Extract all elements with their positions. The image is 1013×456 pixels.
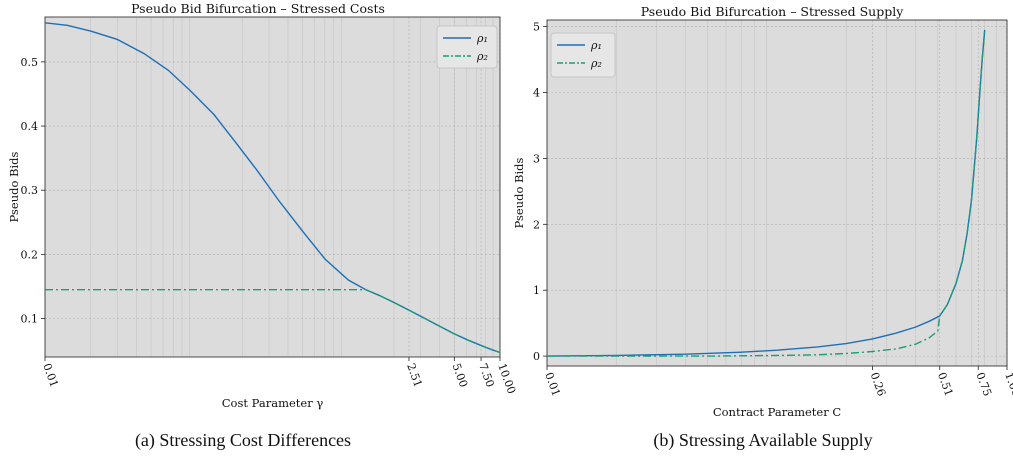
plot-area <box>547 20 1007 366</box>
legend-box <box>436 25 498 69</box>
legend-label: ρ₁ <box>590 39 602 52</box>
plot-frame <box>546 19 1008 367</box>
x-tick-label: 2.51 <box>404 362 425 389</box>
plot-area <box>45 17 500 357</box>
chart-title: Pseudo Bid Bifurcation – Stressed Supply <box>641 4 904 19</box>
y-tick-label: 0.1 <box>21 313 39 326</box>
legend-box <box>550 32 616 78</box>
chart-stressed-supply: 0 1 2 3 4 5 0.01 0.26 0.51 0.75 1.00 ρ₁ ρ₂ Pseudo Bid… <box>512 4 1013 451</box>
x-axis-label: Cost Parameter γ <box>222 396 324 410</box>
y-tick-label: 0.5 <box>21 56 39 69</box>
x-tick-label: 5.00 <box>450 362 471 389</box>
minor-grid <box>90 17 494 357</box>
y-tick-label: 1 <box>533 284 540 297</box>
series-line-rho2 <box>45 288 501 354</box>
y-axis-label: Pseudo Bids <box>512 157 526 228</box>
legend-label: ρ₂ <box>590 57 602 70</box>
x-axis-label: Contract Parameter C <box>713 405 842 419</box>
y-tick-label: 0 <box>533 350 540 363</box>
figure-caption: (b) Stressing Available Supply <box>653 430 872 451</box>
chart-title: Pseudo Bid Bifurcation – Stressed Costs <box>131 1 385 16</box>
x-tick-label: 1.00 <box>1002 371 1013 398</box>
x-tick-label: 10.00 <box>495 362 518 396</box>
legend: ρ₁ ρ₂ <box>550 32 616 78</box>
plot-frame <box>44 16 501 358</box>
legend-label: ρ₁ <box>476 32 488 45</box>
legend-label: ρ₂ <box>476 50 488 63</box>
x-tick-label: 0.01 <box>542 371 563 398</box>
legend: ρ₁ ρ₂ <box>436 25 498 69</box>
y-tick-label: 0.3 <box>21 184 39 197</box>
y-tick-label: 5 <box>533 21 540 34</box>
minor-grid <box>615 20 997 366</box>
y-axis-label: Pseudo Bids <box>7 151 21 222</box>
x-tick-label: 0.75 <box>973 371 994 398</box>
y-tick-label: 3 <box>533 152 540 165</box>
x-tick-label: 0.26 <box>868 371 889 398</box>
x-tick-label: 0.51 <box>935 371 956 398</box>
figure-caption: (a) Stressing Cost Differences <box>135 430 351 451</box>
y-tick-label: 0.2 <box>21 248 39 261</box>
x-tick-label: 0.01 <box>40 362 61 389</box>
y-tick-label: 0.4 <box>21 120 39 133</box>
y-tick-label: 4 <box>533 86 540 99</box>
y-tick-label: 2 <box>533 218 540 231</box>
x-tick-label: 7.50 <box>476 362 497 389</box>
